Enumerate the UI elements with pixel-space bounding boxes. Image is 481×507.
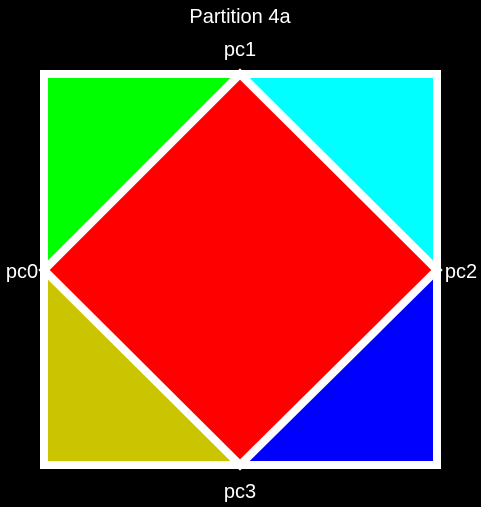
point-label-pc2: pc2 [445, 261, 477, 283]
point-label-pc1: pc1 [224, 39, 256, 61]
point-label-pc3: pc3 [224, 481, 256, 503]
diamond-border [38, 68, 443, 471]
diagram-title: Partition 4a [189, 6, 291, 28]
point-label-pc0: pc0 [6, 261, 38, 283]
